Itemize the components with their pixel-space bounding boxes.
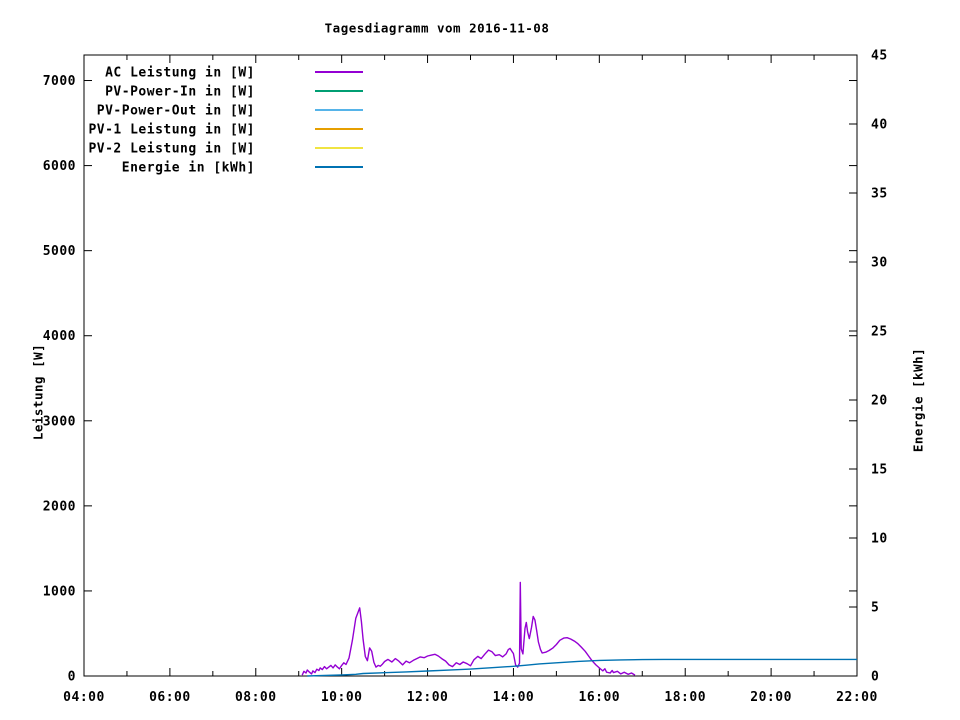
chart-title: Tagesdiagramm vom 2016-11-08	[324, 20, 550, 36]
x-tick-label: 20:00	[750, 690, 792, 705]
x-tick-label: 10:00	[321, 690, 363, 705]
x-tick-label: 16:00	[579, 690, 621, 705]
y-left-tick-label: 1000	[43, 584, 76, 599]
y-right-tick-label: 35	[871, 187, 888, 202]
y-left-tick-label: 3000	[43, 414, 76, 429]
x-tick-label: 08:00	[235, 690, 277, 705]
x-tick-label: 06:00	[149, 690, 191, 705]
y-right-tick-label: 30	[871, 256, 888, 271]
y-right-tick-label: 15	[871, 463, 888, 478]
y-right-tick-label: 10	[871, 532, 888, 547]
legend-label-pv-power-out-in-w: PV-Power-Out in [W]	[97, 104, 255, 119]
y-left-tick-label: 4000	[43, 329, 76, 344]
legend-label-pv-1-leistung-in-w: PV-1 Leistung in [W]	[88, 123, 255, 138]
y-right-tick-label: 45	[871, 49, 888, 64]
legend-label-energie-in-kwh: Energie in [kWh]	[122, 161, 255, 176]
y-left-tick-label: 0	[68, 670, 76, 685]
y-left-tick-label: 2000	[43, 499, 76, 514]
y-left-tick-label: 6000	[43, 159, 76, 174]
x-tick-label: 14:00	[493, 690, 535, 705]
series-line-ac-leistung-in-w	[301, 581, 636, 676]
x-tick-label: 12:00	[407, 690, 449, 705]
y-right-tick-label: 0	[871, 670, 879, 685]
x-tick-label: 22:00	[836, 690, 878, 705]
legend-label-pv-power-in-in-w: PV-Power-In in [W]	[105, 85, 255, 100]
y-right-tick-label: 25	[871, 325, 888, 340]
legend-label-pv-2-leistung-in-w: PV-2 Leistung in [W]	[88, 142, 255, 157]
y-left-tick-label: 7000	[43, 74, 76, 89]
x-tick-label: 04:00	[63, 690, 105, 705]
y-left-tick-label: 5000	[43, 244, 76, 259]
series-line-energie-in-kwh	[307, 658, 857, 677]
x-tick-label: 18:00	[664, 690, 706, 705]
y-right-tick-label: 20	[871, 394, 888, 409]
y-right-tick-label: 40	[871, 118, 888, 133]
legend-label-ac-leistung-in-w: AC Leistung in [W]	[105, 66, 255, 81]
y-right-tick-label: 5	[871, 601, 879, 616]
